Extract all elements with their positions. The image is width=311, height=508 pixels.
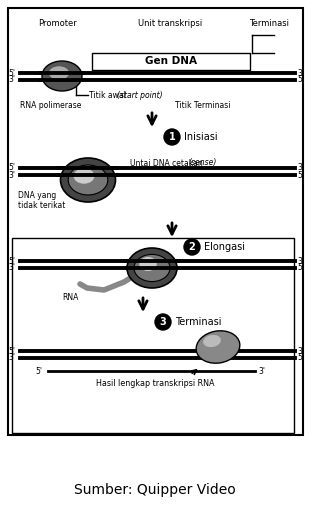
Text: Untai DNA cetakan: Untai DNA cetakan [130,158,205,168]
Text: RNA: RNA [91,186,107,196]
Text: Inisiasi: Inisiasi [184,132,218,142]
Text: 5': 5' [297,76,304,84]
Text: 3: 3 [160,317,166,327]
Text: 5': 5' [297,264,304,272]
Ellipse shape [42,61,82,91]
Circle shape [155,314,171,330]
Bar [12,238,294,433]
Ellipse shape [61,158,115,202]
Text: Terminasi: Terminasi [249,18,289,27]
Ellipse shape [196,331,240,363]
Ellipse shape [127,248,177,288]
Text: 5': 5' [297,171,304,179]
Text: 5': 5' [35,366,42,375]
Ellipse shape [134,255,170,281]
Text: Hasil lengkap transkripsi RNA: Hasil lengkap transkripsi RNA [96,378,214,388]
Text: 2: 2 [189,242,195,252]
Ellipse shape [73,168,95,184]
Text: 3': 3' [8,264,15,272]
Circle shape [164,129,180,145]
Text: RNA: RNA [62,294,78,302]
Text: 3': 3' [297,257,304,266]
Text: DNA yang: DNA yang [18,192,56,201]
Text: 3': 3' [297,164,304,173]
Text: Elongasi: Elongasi [204,242,245,252]
Text: Sumber: Quipper Video: Sumber: Quipper Video [74,483,236,497]
Text: 5': 5' [8,257,15,266]
Ellipse shape [49,66,69,80]
Text: 1: 1 [169,132,175,142]
Text: Gen DNA: Gen DNA [145,56,197,67]
Text: 3': 3' [8,354,15,363]
Bar [92,53,250,70]
Circle shape [184,239,200,255]
Bar [8,8,303,435]
Ellipse shape [139,257,157,271]
Ellipse shape [68,165,108,195]
Text: 3': 3' [8,76,15,84]
Text: (start point): (start point) [117,90,163,100]
Text: 5': 5' [297,354,304,363]
Text: 5': 5' [8,346,15,356]
Text: Titik awal: Titik awal [89,90,128,100]
Text: 3': 3' [297,69,304,78]
Text: Terminasi: Terminasi [175,317,221,327]
Text: 5': 5' [8,164,15,173]
Text: (sense): (sense) [188,158,216,168]
Text: Titik Terminasi: Titik Terminasi [175,102,230,111]
Text: RNA polimerase: RNA polimerase [20,102,81,111]
Text: 3': 3' [258,366,265,375]
Text: Unit transkripsi: Unit transkripsi [138,18,202,27]
Ellipse shape [203,335,221,347]
Text: 3': 3' [297,346,304,356]
Text: 3': 3' [8,171,15,179]
Text: tidak terikat: tidak terikat [18,202,65,210]
Text: 5': 5' [8,69,15,78]
Text: Promoter: Promoter [39,18,77,27]
